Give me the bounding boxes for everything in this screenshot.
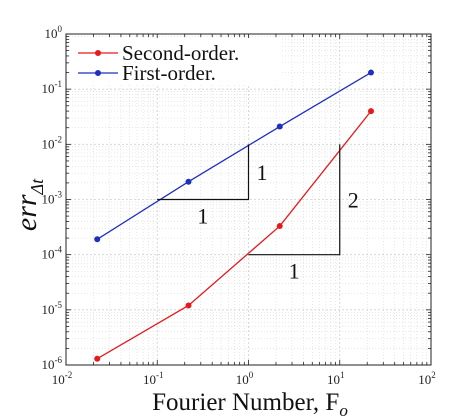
data-point	[185, 302, 192, 309]
y-axis-label-text: err	[10, 194, 43, 231]
y-axis-label: errΔt	[10, 178, 47, 231]
axis-ticks	[65, 34, 431, 366]
series-line-0	[96, 110, 372, 360]
x-axis-label-text: Fourier Number, F	[152, 389, 339, 416]
data-point	[185, 178, 192, 185]
y-tick-label: 100	[45, 24, 63, 41]
legend-marker-second-order	[95, 50, 101, 56]
data-point	[276, 223, 283, 230]
series-layer	[94, 69, 374, 362]
slope-triangle-1	[248, 144, 341, 256]
y-tick-label: 10-4	[42, 245, 63, 262]
x-axis-label: Fourier Number, Fo	[152, 389, 348, 416]
x-tick-label: 100	[236, 370, 254, 387]
x-tick-label: 101	[327, 370, 345, 387]
slope-triangles: 1 1 1 2	[157, 144, 359, 284]
data-point	[94, 236, 101, 243]
slope-triangle-run-label: 1	[289, 259, 300, 284]
data-point	[367, 108, 374, 115]
legend: Second-order. First-order.	[70, 38, 280, 85]
series-line-1	[96, 72, 372, 240]
slope-triangle-rise-label: 1	[257, 160, 268, 185]
y-tick-label: 10-6	[42, 355, 63, 372]
data-point	[276, 123, 283, 130]
y-tick-label: 10-3	[42, 190, 63, 207]
x-tick-label: 10-2	[52, 370, 73, 387]
data-point	[367, 69, 374, 76]
slope-triangle-0	[157, 144, 250, 201]
slope-triangle-run-label: 1	[197, 204, 208, 229]
y-axis-label-subscript: Δt	[27, 178, 47, 196]
x-axis-label-subscript: o	[339, 401, 348, 416]
legend-box	[70, 38, 280, 84]
legend-label-second-order: Second-order.	[122, 41, 239, 65]
slope-triangle-rise-label: 2	[348, 188, 359, 213]
y-tick-labels: 10-6 10-5 10-4 10-3 10-2 10-1 100	[42, 24, 63, 372]
data-point	[94, 355, 101, 362]
y-tick-label: 10-2	[42, 134, 63, 151]
legend-label-first-order: First-order.	[122, 61, 216, 85]
y-tick-label: 10-1	[42, 79, 63, 96]
y-tick-label: 10-5	[42, 300, 63, 317]
legend-marker-first-order	[95, 70, 101, 76]
x-tick-label: 10-1	[143, 370, 164, 387]
x-tick-labels: 10-2 10-1 100 101 102	[52, 370, 436, 387]
x-tick-label: 102	[418, 370, 436, 387]
grid	[66, 34, 431, 365]
